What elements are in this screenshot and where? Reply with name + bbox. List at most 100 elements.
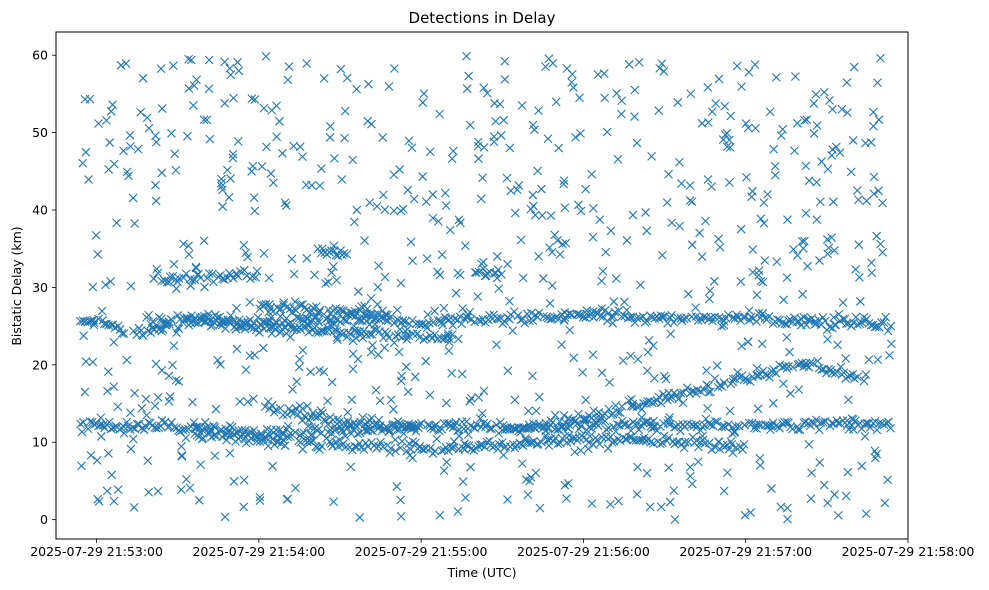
detection-point [842,78,852,87]
detection-point [848,136,858,145]
y-tick-label: 10 [32,435,48,450]
detection-point [375,396,385,406]
detection-point [491,116,500,126]
detection-point [84,175,94,184]
detection-point [854,195,863,205]
detection-point [563,479,573,488]
detection-point [410,372,420,382]
detection-point [685,471,695,481]
detection-point [855,297,865,306]
detection-point [510,395,520,405]
detection-point [107,470,117,480]
detection-point [406,237,416,247]
detection-point [435,109,444,119]
detection-point [428,190,438,199]
detection-point [389,206,399,216]
detection-point [184,250,194,259]
detection-point [744,306,754,315]
detection-point [168,61,178,71]
detection-point [876,239,885,249]
detection-point [102,486,112,496]
detection-point [576,445,586,455]
detection-point [867,268,877,278]
detection-point [801,208,811,218]
detection-point [827,233,837,243]
track-detection-point [147,421,157,431]
detection-point [828,104,837,114]
detection-point [239,502,249,512]
track-detection-point [128,423,138,433]
detection-point [508,326,518,336]
track-detection-point [164,421,174,431]
detection-point [169,341,179,351]
detection-point [171,284,181,294]
detection-point [234,66,244,76]
detection-point [767,484,776,493]
detection-point [390,435,400,445]
detection-point [323,396,332,406]
detection-point [373,300,382,309]
detection-point [578,367,588,377]
detection-point [78,158,88,168]
detection-point [675,221,684,231]
detection-point [874,115,884,125]
detection-point [86,450,96,460]
detection-point [746,508,756,517]
detection-point [319,74,329,83]
detection-point [611,274,621,283]
detection-point [616,109,626,119]
detection-point [439,466,449,476]
detection-point [403,387,413,397]
detection-point [186,55,196,65]
detection-point [188,101,198,110]
detection-point [325,121,335,131]
detection-point [570,447,580,457]
detection-point [182,474,191,484]
detection-point [441,201,451,210]
detection-point [817,157,826,166]
detection-point [500,74,510,84]
detection-point [642,468,652,478]
detection-point [260,402,270,411]
detection-point [378,190,388,200]
detection-point [340,133,349,143]
detection-point [179,239,188,249]
detection-point [790,146,799,156]
detection-point [153,486,163,496]
detection-point [380,205,390,215]
y-tick-label: 50 [32,125,48,140]
detection-point [479,83,489,93]
detection-point [288,384,297,394]
detection-point [846,167,856,177]
x-tick-label: 2025-07-29 21:58:00 [842,544,975,559]
detection-point [642,226,652,236]
detection-point [419,89,429,99]
detection-point [873,355,883,365]
detection-point [763,190,772,199]
detection-point [677,179,686,188]
detection-point [804,176,814,186]
detection-point [249,193,259,203]
detection-point [315,181,325,190]
detection-point [828,145,837,154]
detection-point [200,417,210,427]
detection-point [81,357,91,366]
detection-point [103,386,112,396]
detection-point [866,138,876,147]
detection-point [574,200,583,210]
detection-point [200,282,209,292]
detection-point [752,363,762,373]
track-detection-point [181,424,190,434]
detection-point [492,252,502,261]
detection-point [867,258,876,268]
detection-point [567,78,577,87]
detection-point [600,93,610,103]
detection-point [169,259,179,269]
detection-point [697,252,707,262]
detection-point [849,62,859,72]
detection-point [239,240,249,250]
detection-point [872,231,882,241]
detection-point [394,347,404,357]
detection-point [636,280,645,290]
detection-point [222,165,232,175]
